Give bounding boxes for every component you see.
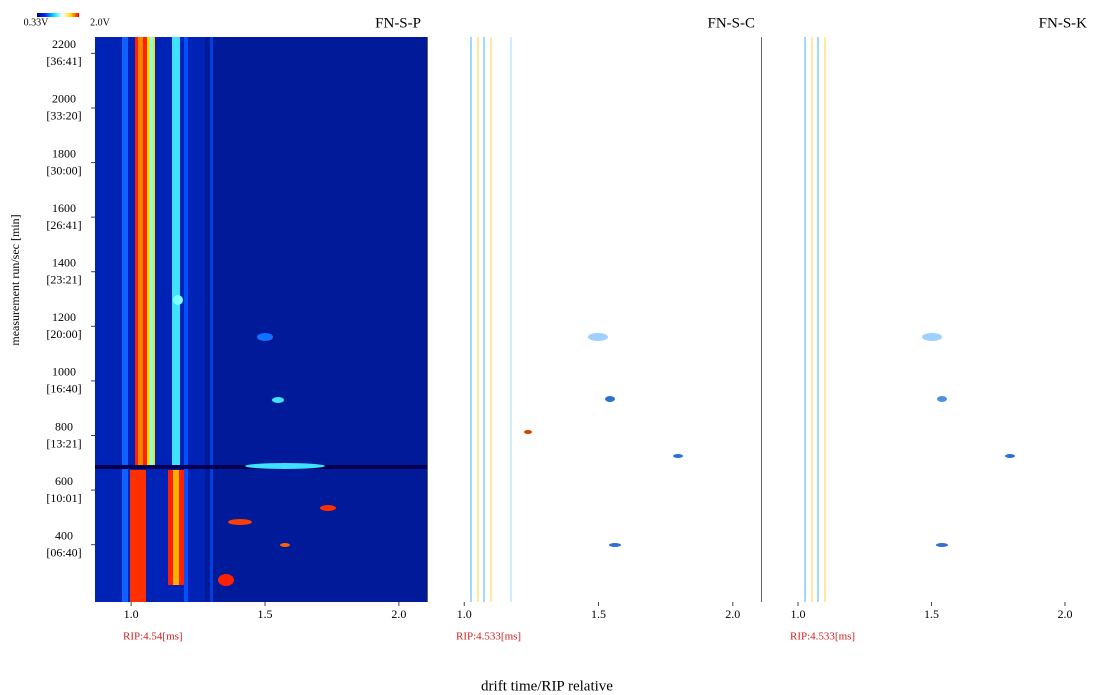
x-tick-label: 1.0 — [791, 607, 806, 621]
y-tick-time: [30:00] — [46, 163, 81, 177]
y-tick-time: [06:40] — [46, 545, 81, 559]
y-tick-label: 800 — [55, 419, 73, 433]
y-tick-time: [23:21] — [46, 272, 81, 286]
y-axis-label: measurement run/sec [min] — [8, 214, 22, 345]
rip-annotation: RIP:4.533[ms] — [456, 631, 521, 643]
rip-annotation: RIP:4.54[ms] — [123, 631, 183, 643]
colorbar-max-label: 2.0V — [90, 17, 111, 28]
x-tick-label: 2.0 — [1057, 607, 1072, 621]
y-tick-label: 1000 — [52, 365, 76, 379]
heatmap-image — [95, 37, 427, 602]
x-axis-label: drift time/RIP relative — [481, 678, 613, 694]
y-tick-time: [16:40] — [46, 382, 81, 396]
heatmap-image — [427, 37, 1093, 602]
colorbar — [37, 13, 79, 17]
y-tick-label: 400 — [55, 528, 73, 542]
y-tick-time: [36:41] — [46, 54, 81, 68]
x-tick-label: 1.0 — [124, 607, 139, 621]
x-tick-label: 1.0 — [457, 607, 472, 621]
y-tick-label: 2200 — [52, 37, 76, 51]
y-tick-label: 1800 — [52, 146, 76, 160]
x-tick-label: 1.5 — [258, 607, 273, 621]
y-tick-label: 1600 — [52, 201, 76, 215]
y-tick-time: [10:01] — [46, 491, 81, 505]
y-tick-time: [26:41] — [46, 218, 81, 232]
panel-title: FN-S-C — [707, 15, 755, 31]
rip-annotation: RIP:4.533[ms] — [790, 631, 855, 643]
x-tick-label: 1.5 — [924, 607, 939, 621]
y-tick-label: 1400 — [52, 255, 76, 269]
y-tick-label: 2000 — [52, 92, 76, 106]
y-tick-time: [33:20] — [46, 109, 81, 123]
x-tick-label: 2.0 — [725, 607, 740, 621]
y-tick-time: [13:21] — [46, 436, 81, 450]
y-tick-time: [20:00] — [46, 327, 81, 341]
x-tick-label: 2.0 — [391, 607, 406, 621]
x-tick-label: 1.5 — [591, 607, 606, 621]
y-tick-label: 1200 — [52, 310, 76, 324]
y-tick-label: 600 — [55, 474, 73, 488]
panel-title: FN-S-K — [1039, 15, 1088, 31]
colorbar-min-label: 0.33V — [24, 17, 50, 28]
panel-title: FN-S-P — [375, 15, 421, 31]
